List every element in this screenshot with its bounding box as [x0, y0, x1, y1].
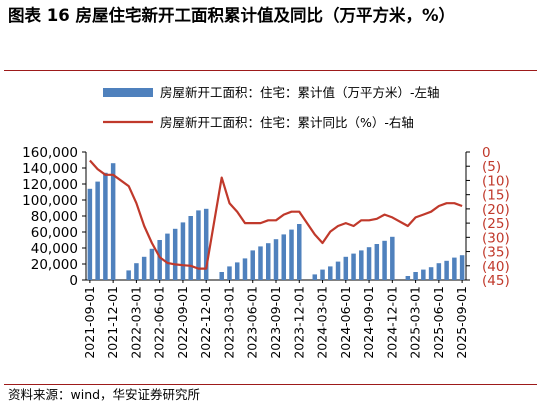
bar	[157, 240, 162, 280]
bar	[289, 229, 294, 280]
left-axis-tick-label: 120,000	[22, 177, 78, 193]
bar	[172, 228, 178, 280]
x-axis-tick-label: 2023-06-01	[245, 286, 260, 359]
bar	[265, 243, 271, 280]
bar	[444, 260, 449, 280]
x-axis-tick-label: 2024-06-01	[338, 286, 353, 359]
source-note: 资料来源：wind，华安证券研究所	[8, 387, 201, 402]
bar	[134, 263, 139, 280]
bar	[188, 216, 193, 280]
left-axis-tick-label: 80,000	[31, 209, 78, 225]
bar	[149, 248, 155, 280]
bar	[110, 163, 116, 280]
right-axis-tick-label: (45)	[482, 273, 510, 289]
left-axis-tick-label: 60,000	[31, 225, 78, 241]
bar	[428, 267, 434, 280]
bar	[413, 272, 418, 280]
right-axis-tick-label: (20)	[482, 202, 510, 218]
bar	[234, 262, 240, 280]
bar	[250, 250, 255, 280]
left-axis-tick-label: 40,000	[31, 241, 78, 257]
right-axis-tick-label: (5)	[482, 159, 501, 175]
bar	[165, 233, 170, 280]
footer-divider	[4, 384, 537, 385]
bar	[320, 269, 325, 280]
right-axis-tick-label: (10)	[482, 173, 510, 189]
left-axis-tick-label: 160,000	[22, 145, 78, 161]
bar	[126, 270, 131, 280]
x-axis-tick-label: 2022-12-01	[198, 286, 213, 359]
right-axis-tick-label: (15)	[482, 188, 510, 204]
bar	[335, 261, 341, 280]
bar	[343, 256, 349, 280]
bar	[196, 210, 201, 280]
x-axis-tick-label: 2025-09-01	[454, 286, 469, 359]
left-axis-tick-label: 100,000	[22, 193, 78, 209]
right-axis-tick-label: (35)	[482, 245, 510, 261]
bar	[351, 253, 356, 280]
bar	[95, 181, 100, 280]
bar	[297, 224, 302, 280]
bar	[366, 247, 372, 280]
left-axis-tick-label: 140,000	[22, 161, 78, 177]
x-axis-tick-label: 2024-12-01	[384, 286, 399, 359]
bar	[328, 266, 333, 280]
bar	[405, 276, 411, 280]
x-axis-tick-label: 2021-12-01	[105, 286, 120, 359]
right-axis-tick-label: (25)	[482, 216, 510, 232]
bar	[421, 269, 426, 280]
right-axis-tick-label: (30)	[482, 230, 510, 246]
bar	[180, 222, 186, 280]
title-divider	[4, 70, 537, 71]
x-axis-tick-label: 2024-03-01	[315, 286, 330, 359]
bar	[219, 272, 224, 280]
bar	[459, 255, 465, 280]
x-axis-tick-label: 2023-09-01	[268, 286, 283, 359]
bar	[281, 234, 287, 280]
x-axis-tick-label: 2022-03-01	[128, 286, 143, 359]
x-axis-tick-label: 2025-06-01	[431, 286, 446, 359]
x-axis-tick-label: 2022-09-01	[175, 286, 190, 359]
right-axis-tick-label: 0	[482, 145, 491, 161]
legend-bar-swatch	[103, 88, 153, 97]
x-axis-tick-label: 2023-03-01	[221, 286, 236, 359]
bar	[227, 266, 232, 280]
bar	[141, 256, 147, 280]
legend-bar-label: 房屋新开工面积：住宅：累计值（万平方米）-左轴	[160, 85, 440, 100]
bar	[436, 263, 442, 280]
x-axis-tick-label: 2024-09-01	[361, 286, 376, 359]
bar	[452, 257, 457, 280]
yoy-line	[89, 159, 463, 270]
figure-title: 图表 16 房屋住宅新开工面积累计值及同比（万平方米，%）	[8, 6, 455, 25]
x-axis-tick-label: 2023-12-01	[291, 286, 306, 359]
x-axis-tick-label: 2021-09-01	[82, 286, 97, 359]
left-axis-tick-label: 20,000	[31, 257, 78, 273]
bar	[390, 236, 395, 280]
bar	[312, 274, 318, 280]
x-axis-tick-label: 2022-06-01	[152, 286, 167, 359]
right-axis-tick-label: (40)	[482, 259, 510, 275]
bar	[359, 250, 364, 280]
bar	[242, 258, 248, 280]
left-axis-tick-label: 0	[69, 273, 78, 289]
bar	[374, 244, 380, 280]
bar	[382, 240, 387, 280]
legend-line-label: 房屋新开工面积：住宅：累计同比（%）-右轴	[160, 115, 414, 130]
bar	[203, 208, 209, 280]
bar	[258, 246, 263, 280]
bar	[87, 188, 93, 280]
bar	[103, 172, 108, 280]
bar	[273, 239, 279, 280]
x-axis-tick-label: 2025-03-01	[408, 286, 423, 359]
